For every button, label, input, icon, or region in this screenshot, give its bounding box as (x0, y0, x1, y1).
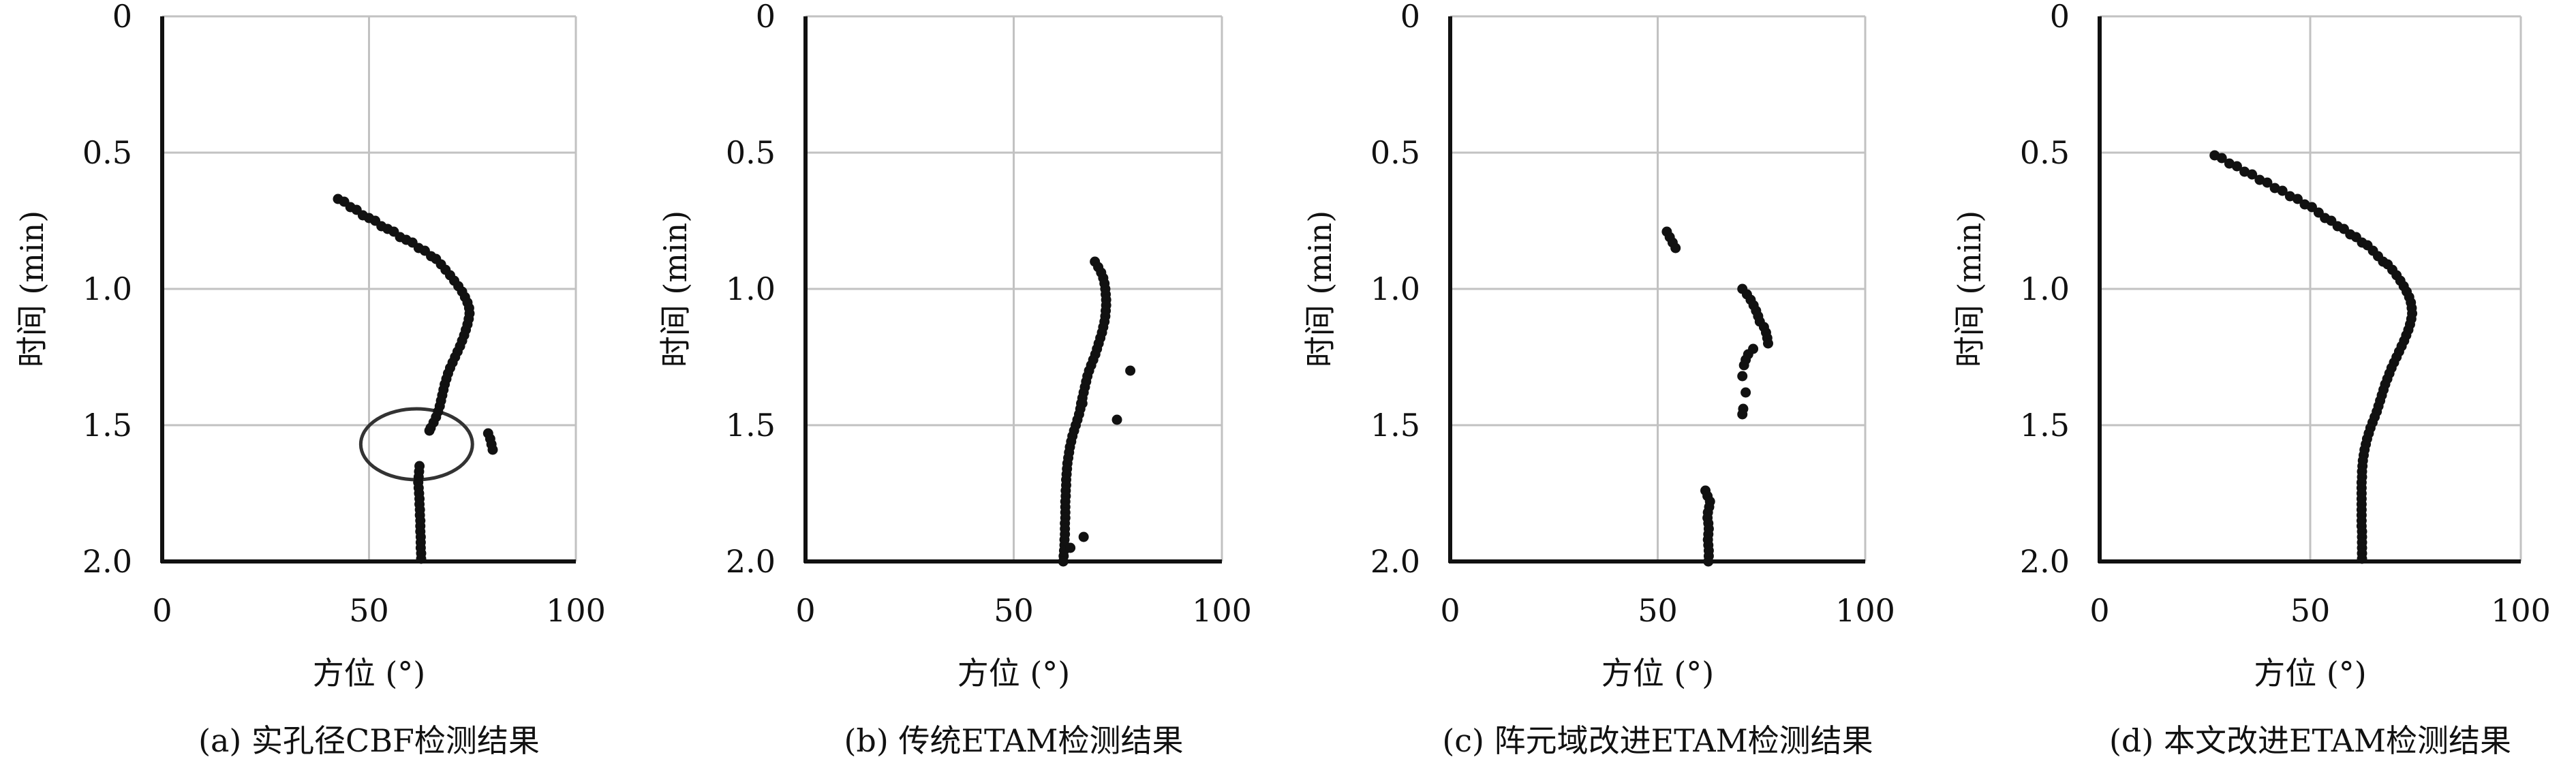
data-point (1065, 542, 1076, 553)
data-point (1737, 409, 1748, 420)
x-axis-title: 方位 (°) (313, 655, 426, 692)
panel-caption: (b) 传统ETAM检测结果 (844, 722, 1183, 759)
x-tick-label: 100 (2491, 592, 2551, 629)
y-tick-label: 1.0 (2020, 271, 2070, 307)
y-tick-label: 1.0 (726, 271, 776, 307)
y-tick-label: 2.0 (2020, 543, 2070, 580)
y-tick-label: 0 (756, 0, 776, 35)
y-tick-label: 0 (2050, 0, 2070, 35)
data-point (1125, 365, 1136, 376)
data-point (2277, 185, 2288, 196)
data-point (1111, 414, 1122, 425)
y-tick-label: 1.5 (2020, 407, 2070, 444)
y-axis-title: 时间 (min) (657, 211, 694, 367)
chart-panel-2: 0 0.5 1.0 1.5 2.0 0 50 100 方位 (°) 时间 (min) (b) 传统E… (657, 0, 1252, 759)
data-point (2247, 169, 2258, 180)
y-tick-label: 2.0 (1370, 543, 1420, 580)
data-point (1741, 387, 1751, 398)
chart-panel-1: 0 0.5 1.0 1.5 2.0 0 50 100 方位 (°) 时间 (min) (a) 实孔径… (14, 0, 606, 759)
data-point (416, 553, 427, 564)
x-axis-title: 方位 (°) (957, 655, 1071, 692)
x-axis-title: 方位 (°) (1601, 655, 1715, 692)
data-point (424, 425, 435, 436)
y-axis-title: 时间 (min) (1951, 211, 1988, 367)
data-point (2231, 161, 2242, 172)
y-tick-label: 0.5 (726, 134, 776, 171)
data-point (1762, 338, 1773, 349)
y-tick-label: 0.5 (2020, 134, 2070, 171)
y-tick-label: 0.5 (82, 134, 132, 171)
data-point (2357, 553, 2367, 564)
y-tick-label: 1.5 (726, 407, 776, 444)
x-tick-label: 50 (1638, 592, 1678, 629)
x-tick-label: 50 (349, 592, 389, 629)
x-tick-label: 0 (2089, 592, 2109, 629)
data-point (1703, 556, 1714, 567)
data-point (2262, 177, 2273, 188)
y-axis-title: 时间 (min) (1302, 211, 1338, 367)
data-point (1077, 398, 1088, 409)
data-point (487, 444, 498, 455)
y-tick-label: 1.0 (1370, 271, 1420, 307)
panel-caption: (d) 本文改进ETAM检测结果 (2109, 722, 2511, 759)
panel-caption: (c) 阵元域改进ETAM检测结果 (1442, 722, 1873, 759)
data-point (2216, 153, 2227, 164)
y-tick-label: 2.0 (82, 543, 132, 580)
y-axis-title: 时间 (min) (14, 211, 50, 367)
data-point (1078, 531, 1089, 542)
x-tick-label: 100 (1192, 592, 1252, 629)
data-point (1738, 360, 1749, 371)
x-tick-label: 0 (795, 592, 815, 629)
y-tick-label: 2.0 (726, 543, 776, 580)
y-tick-label: 1.0 (82, 271, 132, 307)
data-point (2292, 194, 2303, 204)
y-tick-label: 1.5 (1370, 407, 1420, 444)
y-tick-label: 0.5 (1370, 134, 1420, 171)
chart-panel-3: 0 0.5 1.0 1.5 2.0 0 50 100 方位 (°) 时间 (min) (c) 阵元域… (1302, 0, 1895, 759)
y-tick-label: 0 (1400, 0, 1420, 35)
x-tick-label: 100 (1835, 592, 1895, 629)
x-tick-label: 50 (994, 592, 1034, 629)
data-point (1670, 243, 1681, 253)
y-tick-label: 1.5 (82, 407, 132, 444)
data-point (1737, 371, 1748, 382)
x-tick-label: 0 (152, 592, 172, 629)
x-tick-label: 100 (546, 592, 606, 629)
y-tick-label: 0 (112, 0, 132, 35)
data-point (1058, 556, 1069, 567)
panel-caption: (a) 实孔径CBF检测结果 (198, 722, 540, 759)
chart-panel-4: 0 0.5 1.0 1.5 2.0 0 50 100 方位 (°) 时间 (min) (d) 本文改… (1951, 0, 2551, 759)
x-tick-label: 0 (1440, 592, 1460, 629)
x-tick-label: 50 (2290, 592, 2331, 629)
x-axis-title: 方位 (°) (2254, 655, 2367, 692)
